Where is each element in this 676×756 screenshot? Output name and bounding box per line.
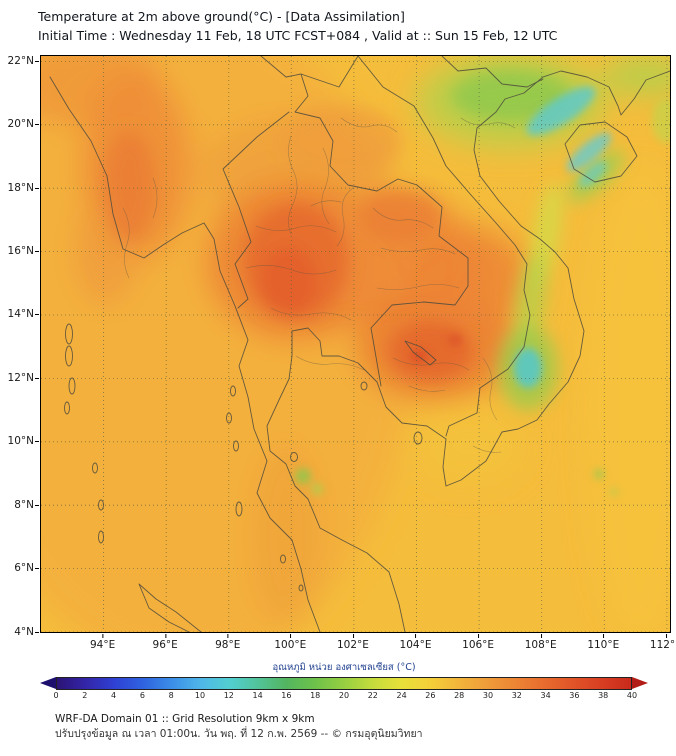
hainan-island	[564, 121, 638, 182]
colorbar-tick-label: 18	[310, 690, 321, 700]
chart-title: Temperature at 2m above ground(°C) - [Da…	[38, 9, 405, 24]
coastlines-and-borders	[49, 55, 670, 632]
x-tick-label: 112°E	[650, 633, 676, 651]
temperature-field	[41, 55, 670, 632]
colorbar-tick-label: 2	[82, 690, 88, 700]
colorbar-tick-label: 20	[338, 690, 350, 700]
colorbar-tick-label: 24	[396, 690, 407, 700]
y-tick-label: 8°N	[14, 498, 39, 511]
y-axis: 22°N 20°N 18°N 16°N 14°N 12°N 10°N 8°N 6°N 4°N	[0, 54, 40, 638]
border-laos-vietnam-cambodia	[357, 55, 531, 436]
colorbar-block: อุณหภูมิ หน่วย องศาเซลเซียส (°C) 0 2 4 6 8 10…	[0, 660, 676, 702]
colorbar-tick-label: 10	[194, 690, 206, 700]
x-tick-label: 94°E	[89, 633, 116, 651]
colorbar-tick-label: 34	[540, 690, 551, 700]
colorbar-tick-label: 6	[139, 690, 145, 700]
colorbar-ticks: 0 2 4 6 8 10 12 14 16 18 20 22 24 26 28 30 32 34 36 38 40	[40, 690, 648, 702]
domain-info: WRF-DA Domain 01 :: Grid Resolution 9km …	[55, 712, 315, 725]
border-china-west	[260, 55, 359, 87]
colorbar-tick-label: 28	[454, 690, 465, 700]
colorbar-tick-label: 4	[111, 690, 117, 700]
colorbar-tick-label: 22	[367, 690, 378, 700]
x-tick-label: 96°E	[152, 633, 178, 651]
y-tick-label: 14°N	[7, 308, 40, 321]
x-tick-label: 98°E	[215, 633, 241, 651]
colorbar-overflow-arrow	[632, 676, 648, 689]
border-myanmar-thailand	[222, 111, 290, 308]
colorbar-tick-label: 12	[223, 690, 234, 700]
y-tick-label: 22°N	[7, 54, 40, 67]
x-tick-label: 106°E	[462, 633, 495, 651]
colorbar-label: อุณหภูมิ หน่วย องศาเซลเซียส (°C)	[272, 661, 416, 673]
y-tick-label: 18°N	[7, 181, 40, 194]
y-tick-label: 12°N	[7, 371, 40, 384]
province-borders	[122, 117, 516, 453]
y-tick-label: 4°N	[14, 625, 39, 638]
map-plot	[40, 54, 671, 633]
mainland-coastline	[49, 70, 670, 632]
border-thailand-laos-cambodia	[294, 73, 469, 386]
colorbar-tick-label: 16	[281, 690, 292, 700]
colorbar-tick-label: 8	[168, 690, 174, 700]
x-tick-label: 102°E	[336, 633, 369, 651]
y-tick-label: 10°N	[7, 435, 40, 448]
y-tick-label: 20°N	[7, 118, 40, 131]
x-tick-label: 100°E	[274, 633, 307, 651]
colorbar	[40, 676, 648, 690]
colorbar-underflow-arrow	[40, 676, 56, 689]
y-tick-label: 16°N	[7, 245, 40, 258]
chart-header: Temperature at 2m above ground(°C) - [Da…	[0, 0, 676, 46]
border-china-vietnam	[441, 55, 544, 87]
colorbar-tick-label: 30	[482, 690, 494, 700]
update-info: ปรับปรุงข้อมูล ณ เวลา 01:00น. วัน พฤ. ที…	[55, 728, 423, 741]
chart-subtitle: Initial Time : Wednesday 11 Feb, 18 UTC …	[38, 27, 558, 43]
x-axis: 94°E 96°E 98°E 100°E 102°E 104°E 106°E 108°E 110…	[40, 633, 676, 652]
gridlines	[41, 55, 670, 632]
colorbar-tick-label: 26	[425, 690, 436, 700]
map-figure: 22°N 20°N 18°N 16°N 14°N 12°N 10°N 8°N 6°N 4°N	[0, 48, 676, 652]
x-tick-label: 108°E	[524, 633, 557, 651]
colorbar-tick-label: 32	[511, 690, 522, 700]
temperature-map	[41, 55, 670, 632]
sumatra-tip	[138, 583, 202, 632]
x-tick-label: 104°E	[399, 633, 432, 651]
chart-footer: WRF-DA Domain 01 :: Grid Resolution 9km …	[55, 712, 676, 744]
y-tick-label: 6°N	[14, 562, 39, 575]
colorbar-gradient	[56, 676, 632, 690]
tonle-sap-lake	[404, 340, 437, 365]
colorbar-tick-label: 38	[598, 690, 609, 700]
colorbar-tick-label: 0	[53, 690, 59, 700]
colorbar-tick-label: 40	[626, 690, 638, 700]
colorbar-tick-label: 36	[569, 690, 580, 700]
colorbar-tick-label: 14	[252, 690, 263, 700]
x-tick-label: 110°E	[587, 633, 620, 651]
